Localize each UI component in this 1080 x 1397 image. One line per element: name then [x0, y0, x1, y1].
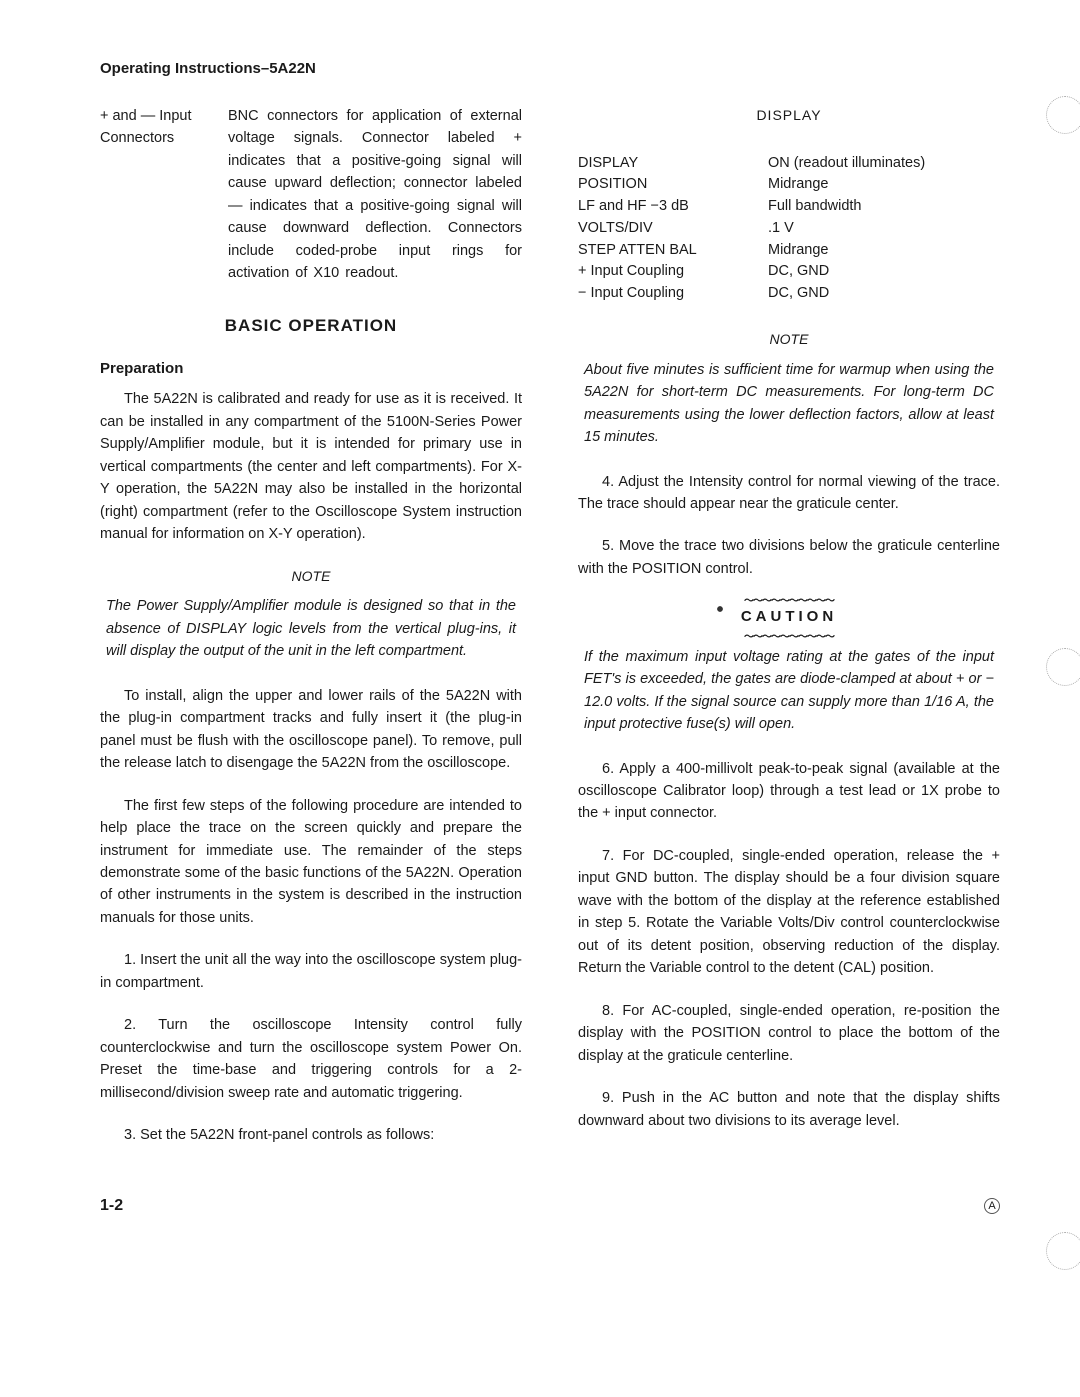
prep-paragraph-2: To install, align the upper and lower ra…: [100, 685, 522, 775]
settings-row: STEP ATTEN BALMidrange: [578, 240, 1000, 262]
step-8: 8. For AC-coupled, single-ended operatio…: [578, 1000, 1000, 1067]
def-desc: BNC connectors for application of extern…: [228, 105, 522, 285]
settings-label: DISPLAY: [578, 153, 768, 175]
settings-table: DISPLAYON (readout illuminates) POSITION…: [578, 153, 1000, 305]
prep-paragraph-1: The 5A22N is calibrated and ready for us…: [100, 388, 522, 545]
wave-bottom: 〜〜〜〜〜〜〜〜〜〜: [714, 630, 864, 638]
settings-label: VOLTS/DIV: [578, 218, 768, 240]
caution-body: If the maximum input voltage rating at t…: [578, 646, 1000, 736]
step-2: 2. Turn the oscilloscope Intensity contr…: [100, 1014, 522, 1104]
settings-value: DC, GND: [768, 261, 829, 283]
settings-label: LF and HF −3 dB: [578, 196, 768, 218]
note-body: The Power Supply/Amplifier module is des…: [100, 595, 522, 662]
step-7: 7. For DC-coupled, single-ended operatio…: [578, 845, 1000, 980]
settings-label: − Input Coupling: [578, 283, 768, 305]
settings-row: LF and HF −3 dBFull bandwidth: [578, 196, 1000, 218]
right-column: DISPLAY DISPLAYON (readout illuminates) …: [578, 105, 1000, 1147]
page-footer: 1-2 A: [100, 1197, 1000, 1215]
revision-mark: A: [984, 1198, 1000, 1214]
settings-value: Full bandwidth: [768, 196, 862, 218]
step-9: 9. Push in the AC button and note that t…: [578, 1087, 1000, 1132]
settings-row: VOLTS/DIV.1 V: [578, 218, 1000, 240]
settings-label: + Input Coupling: [578, 261, 768, 283]
def-term: + and — Input Connectors: [100, 105, 228, 285]
step-4: 4. Adjust the Intensity control for norm…: [578, 471, 1000, 516]
note-body: About five minutes is sufficient time fo…: [578, 359, 1000, 449]
page-number: 1-2: [100, 1197, 123, 1215]
subhead-preparation: Preparation: [100, 357, 522, 380]
step-1: 1. Insert the unit all the way into the …: [100, 949, 522, 994]
settings-value: .1 V: [768, 218, 794, 240]
step-3: 3. Set the 5A22N front-panel controls as…: [100, 1124, 522, 1146]
display-heading: DISPLAY: [578, 105, 1000, 127]
two-column-body: + and — Input Connectors BNC connectors …: [100, 105, 1000, 1147]
step-6: 6. Apply a 400-millivolt peak-to-peak si…: [578, 758, 1000, 825]
settings-value: Midrange: [768, 174, 828, 196]
settings-label: STEP ATTEN BAL: [578, 240, 768, 262]
left-column: + and — Input Connectors BNC connectors …: [100, 105, 522, 1147]
settings-row: − Input CouplingDC, GND: [578, 283, 1000, 305]
section-title-basic-operation: BASIC OPERATION: [100, 313, 522, 339]
settings-value: ON (readout illuminates): [768, 153, 925, 175]
note-label: NOTE: [100, 566, 522, 588]
page-header: Operating Instructions–5A22N: [100, 60, 1000, 77]
settings-value: Midrange: [768, 240, 828, 262]
connector-definition: + and — Input Connectors BNC connectors …: [100, 105, 522, 285]
note-label: NOTE: [578, 329, 1000, 351]
settings-row: POSITIONMidrange: [578, 174, 1000, 196]
wave-top: 〜〜〜〜〜〜〜〜〜〜: [714, 594, 864, 602]
prep-paragraph-3: The first few steps of the following pro…: [100, 795, 522, 930]
settings-label: POSITION: [578, 174, 768, 196]
caution-text: CAUTION: [741, 608, 837, 625]
settings-value: DC, GND: [768, 283, 829, 305]
settings-row: + Input CouplingDC, GND: [578, 261, 1000, 283]
settings-row: DISPLAYON (readout illuminates): [578, 153, 1000, 175]
caution-box: 〜〜〜〜〜〜〜〜〜〜 CAUTION 〜〜〜〜〜〜〜〜〜〜: [714, 600, 864, 631]
step-5: 5. Move the trace two divisions below th…: [578, 535, 1000, 580]
